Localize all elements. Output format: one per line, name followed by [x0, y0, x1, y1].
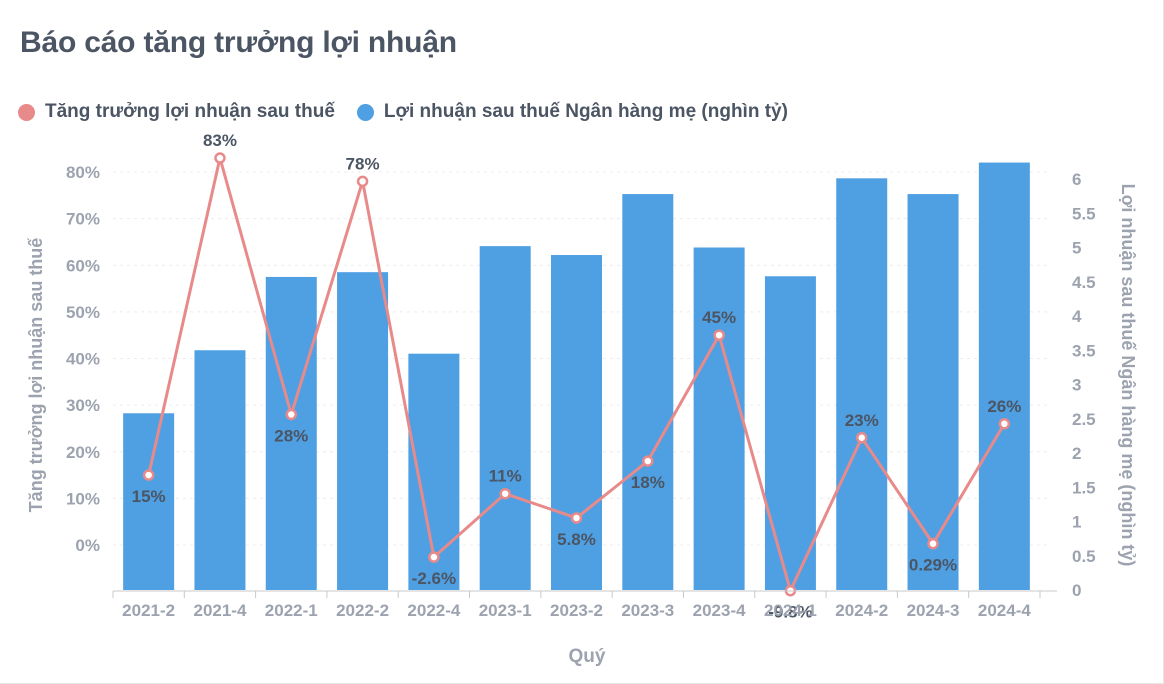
growth-data-label: 15% — [132, 487, 166, 506]
x-tick-label: 2024-4 — [978, 601, 1031, 620]
legend-item-growth[interactable]: Tăng trưởng lợi nhuận sau thuế — [18, 101, 335, 123]
right-tick-label: 2.5 — [1072, 410, 1096, 429]
right-tick-label: 6 — [1072, 170, 1081, 189]
legend-bar-label: Lợi nhuận sau thuế Ngân hàng mẹ (nghìn t… — [383, 101, 788, 122]
right-tick-label: 2 — [1072, 444, 1081, 463]
left-tick-label: 20% — [66, 443, 100, 462]
x-tick-label: 2021-4 — [193, 601, 246, 620]
growth-point-2022-1[interactable] — [285, 408, 298, 421]
bar-2022-2[interactable] — [337, 272, 389, 590]
x-tick-label: 2022-2 — [336, 601, 389, 620]
left-axis-title: Tăng trưởng lợi nhuận sau thuế — [26, 237, 46, 513]
left-tick-label: 80% — [66, 163, 100, 182]
bar-2023-4[interactable] — [693, 247, 745, 591]
x-tick-label: 2023-2 — [550, 601, 603, 620]
legend-line-label: Tăng trưởng lợi nhuận sau thuế — [45, 101, 335, 122]
growth-data-label: 26% — [987, 397, 1021, 416]
bar-2022-1[interactable] — [265, 276, 317, 590]
growth-data-label: 0.29% — [909, 556, 957, 575]
left-tick-label: 50% — [66, 303, 100, 322]
right-tick-label: 5.5 — [1072, 204, 1096, 223]
bar-2023-1[interactable] — [479, 246, 531, 590]
x-tick-label: 2022-1 — [265, 601, 318, 620]
growth-point-2023-4[interactable] — [713, 329, 725, 341]
right-tick-label: 0 — [1072, 581, 1081, 600]
right-tick-label: 3.5 — [1072, 341, 1096, 360]
growth-point-2021-4[interactable] — [214, 152, 226, 164]
right-tick-label: 3 — [1072, 376, 1081, 395]
bar-2024-4[interactable] — [978, 162, 1030, 590]
x-tick-label: 2024-3 — [907, 601, 960, 620]
growth-point-2023-1[interactable] — [499, 487, 511, 500]
growth-point-2021-2[interactable] — [142, 469, 155, 481]
left-tick-label: 30% — [66, 396, 100, 415]
growth-point-2024-3[interactable] — [927, 537, 939, 550]
bar-2024-1[interactable] — [764, 276, 816, 590]
legend: Tăng trưởng lợi nhuận sau thuế Lợi nhuận… — [18, 101, 788, 123]
growth-data-label: -9.8% — [768, 603, 812, 622]
x-tick-label: 2024-1 — [764, 601, 817, 620]
x-tick-label: 2023-1 — [479, 601, 532, 620]
right-axis-title: Lợi nhuận sau thuế Ngân hàng mẹ (nghìn t… — [1118, 184, 1138, 567]
bar-2021-2[interactable] — [123, 413, 175, 590]
bar-2023-3[interactable] — [622, 194, 674, 590]
bar-2024-3[interactable] — [907, 194, 959, 590]
growth-data-label: 45% — [702, 308, 736, 327]
right-tick-label: 0.5 — [1072, 547, 1096, 566]
right-tick-label: 4.5 — [1072, 273, 1096, 292]
right-tick-label: 1.5 — [1072, 478, 1096, 497]
growth-data-label: 28% — [274, 426, 308, 445]
x-tick-label: 2023-3 — [621, 601, 674, 620]
bar-2023-2[interactable] — [551, 255, 602, 590]
growth-data-label: 18% — [631, 473, 665, 492]
bar-2024-2[interactable] — [836, 178, 888, 590]
left-tick-label: 60% — [66, 256, 100, 275]
growth-point-2024-4[interactable] — [998, 418, 1011, 430]
growth-point-2022-2[interactable] — [356, 175, 369, 188]
right-tick-label: 4 — [1072, 307, 1082, 326]
growth-point-2023-2[interactable] — [570, 512, 583, 524]
growth-point-2024-2[interactable] — [855, 432, 868, 444]
bar-2021-4[interactable] — [194, 350, 246, 590]
growth-data-label: 83% — [203, 131, 237, 150]
growth-data-label: -2.6% — [412, 569, 456, 588]
growth-data-label: 11% — [489, 467, 522, 486]
growth-data-label: 78% — [346, 154, 380, 173]
right-tick-label: 1 — [1072, 513, 1081, 532]
left-tick-label: 0% — [75, 536, 100, 555]
legend-line-swatch — [18, 103, 35, 121]
x-tick-label: 2024-2 — [835, 601, 888, 620]
growth-point-2023-3[interactable] — [642, 455, 654, 467]
x-tick-label: 2023-4 — [693, 601, 746, 620]
legend-item-profit[interactable]: Lợi nhuận sau thuế Ngân hàng mẹ (nghìn t… — [356, 101, 788, 123]
page-title: Báo cáo tăng trưởng lợi nhuận — [20, 26, 457, 59]
left-tick-label: 10% — [66, 489, 100, 508]
x-tick-label: 2022-4 — [407, 601, 460, 620]
growth-data-label: 5.8% — [557, 530, 596, 549]
left-tick-label: 70% — [66, 210, 100, 229]
growth-point-2022-4[interactable] — [428, 551, 440, 563]
x-tick-label: 2021-2 — [122, 601, 175, 620]
left-tick-label: 40% — [66, 350, 100, 369]
x-axis-title: Quý — [569, 646, 606, 667]
legend-bar-swatch — [356, 103, 374, 121]
growth-data-label: 23% — [845, 411, 879, 430]
right-tick-label: 5 — [1072, 239, 1081, 258]
